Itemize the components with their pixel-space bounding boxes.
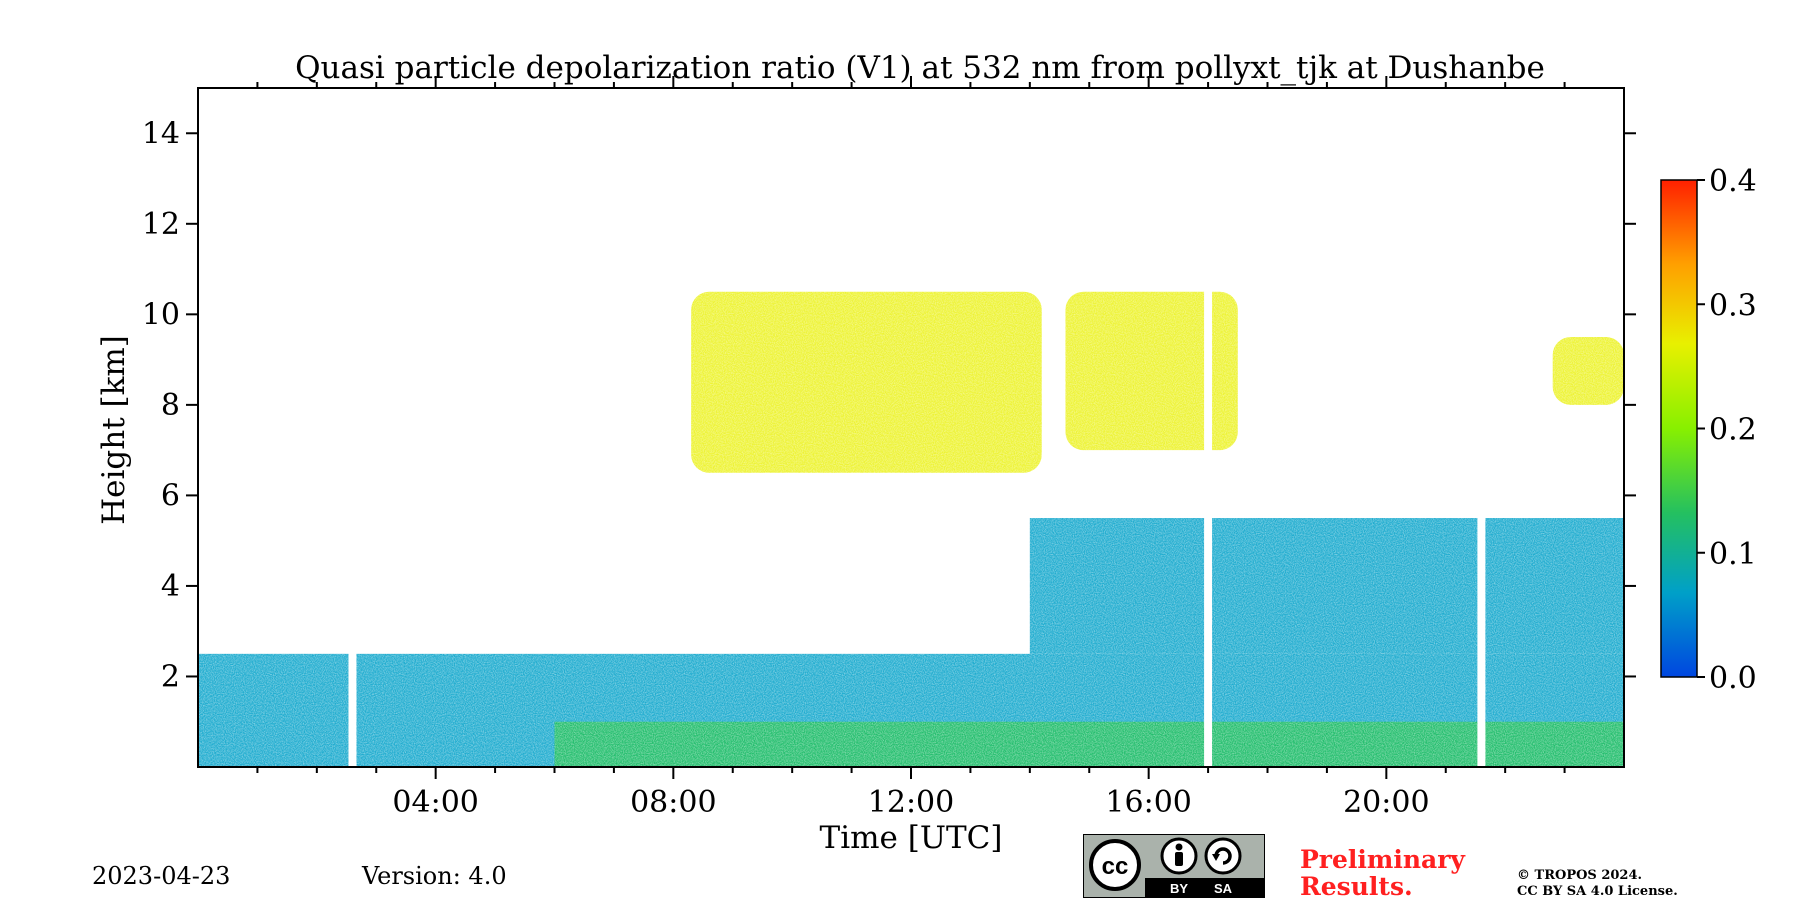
colorbar-tick-label: 0.1 [1709,537,1757,572]
y-tick-label: 10 [142,297,180,332]
x-tick-label: 04:00 [392,785,478,820]
data-gap-1 [1204,88,1213,767]
x-tick-label: 12:00 [868,785,954,820]
colorbar-ticks: 0.0 0.1 0.2 0.3 0.4 [1697,164,1757,696]
y-axis: 2 4 6 8 10 12 14 [142,116,1636,694]
y-tick-label: 6 [161,478,180,513]
x-axis-label: Time [UTC] [820,820,1003,856]
copyright-notice: © TROPOS 2024. CC BY SA 4.0 License. [1517,868,1678,900]
cc-icon-text: cc [1102,853,1129,880]
colorbar-tick-label: 0.4 [1709,164,1757,199]
chart-title: Quasi particle depolarization ratio (V1)… [295,50,1545,86]
cc-icon [1089,839,1141,891]
y-tick-label: 8 [161,388,180,423]
copyright-line-1: © TROPOS 2024. [1517,868,1643,883]
x-tick-label: 16:00 [1105,785,1191,820]
by-person-body [1175,852,1183,866]
preliminary-line-1: Preliminary [1300,845,1465,874]
sa-arrowhead [1212,854,1220,861]
sa-label: SA [1214,881,1233,896]
y-tick-label: 12 [142,207,180,242]
preliminary-notice: Preliminary Results. [1300,846,1465,900]
x-axis: 04:00 08:00 12:00 16:00 20:00 [256,76,1566,820]
version-label: Version: 4.0 [362,862,507,890]
noise-texture [198,88,1624,767]
preliminary-line-2: Results. [1300,872,1413,901]
colorbar-tick-label: 0.3 [1709,288,1757,323]
copyright-line-2: CC BY SA 4.0 License. [1517,884,1678,899]
by-label: BY [1170,881,1188,896]
y-axis-label: Height [km] [96,335,132,525]
cc-license-badge[interactable]: cc BY SA [1083,834,1265,898]
x-tick-label: 20:00 [1343,785,1429,820]
sa-icon [1204,837,1242,875]
data-gap-2 [1477,88,1486,767]
x-tick-label: 08:00 [630,785,716,820]
colorbar-gradient [1660,179,1698,678]
y-tick-label: 2 [161,659,180,694]
colorbar-tick-label: 0.0 [1709,661,1757,696]
y-tick-label: 4 [161,569,180,604]
y-tick-label: 14 [142,116,180,151]
by-person-head [1175,843,1183,851]
plot-area [198,88,1624,767]
colorbar-tick-label: 0.2 [1709,413,1757,448]
sa-arrow [1214,847,1232,865]
colorbar: 0.0 0.1 0.2 0.3 0.4 [1660,164,1757,696]
data-gap-0 [348,88,357,767]
date-label: 2023-04-23 [92,862,231,890]
